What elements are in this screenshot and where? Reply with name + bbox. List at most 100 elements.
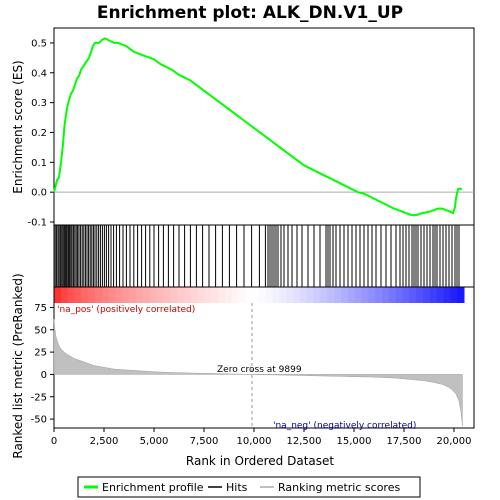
color-bar-segment: [293, 287, 301, 303]
ranked-y-axis-label: Ranked list metric (PreRanked): [11, 273, 25, 458]
color-bar-segment: [429, 287, 438, 303]
color-bar-segment: [163, 287, 171, 303]
color-bar-segment: [313, 287, 321, 303]
hits-marks: [54, 225, 460, 287]
color-bar-segment: [450, 287, 458, 303]
legend-hits-label: Hits: [226, 481, 248, 494]
color-bar-segment: [88, 287, 96, 303]
color-bar-segment: [136, 287, 144, 303]
color-bar-segment: [457, 287, 465, 303]
color-bar-segment: [416, 287, 424, 303]
color-bar-segment: [272, 287, 280, 303]
color-bar-segment: [218, 287, 226, 303]
color-bar-segment: [300, 287, 308, 303]
ranked-y-tick-label: 75: [34, 303, 47, 314]
legend-metric-label: Ranking metric scores: [278, 481, 400, 494]
x-tick-label: 17,500: [387, 436, 422, 447]
x-tick-label: 20,000: [437, 436, 472, 447]
chart-title: Enrichment plot: ALK_DN.V1_UP: [97, 3, 403, 23]
es-y-axis: 0.5 0.4 0.3 0.2 0.1 0.0 -0.1: [27, 38, 54, 229]
color-bar-segment: [354, 287, 362, 303]
es-panel: [53, 27, 475, 226]
color-bar-segment: [183, 287, 192, 303]
color-bar-segment: [122, 287, 130, 303]
color-bar-segment: [341, 287, 349, 303]
color-bar-segment: [170, 287, 178, 303]
color-bar-segment: [129, 287, 137, 303]
color-bar-segment: [101, 287, 110, 303]
color-bar-segment: [190, 287, 198, 303]
color-bar-segment: [279, 287, 287, 303]
color-bar-segment: [409, 287, 417, 303]
neg-annotation: 'na_neg' (negatively correlated): [273, 421, 416, 431]
ranked-x-axis: 0 2,500 5,000 7,500 10,000 12,500 15,000 17,500…: [51, 428, 472, 447]
color-bar-segment: [395, 287, 403, 303]
es-y-tick-label: 0.4: [31, 68, 47, 79]
color-bar-segment: [443, 287, 451, 303]
color-bar-segment: [197, 287, 205, 303]
color-bar-segment: [54, 287, 62, 303]
es-y-tick-label: -0.1: [27, 218, 47, 229]
color-bar-segment: [95, 287, 103, 303]
enrichment-profile-line: [53, 37, 463, 217]
x-tick-label: 12,500: [287, 436, 322, 447]
color-bar-segment: [142, 287, 151, 303]
hits-panel: [53, 224, 475, 288]
x-tick-label: 7,500: [190, 436, 219, 447]
color-bar-segment: [108, 287, 116, 303]
color-bar-segment: [306, 287, 315, 303]
x-tick-label: 2,500: [90, 436, 119, 447]
color-bar-segment: [231, 287, 239, 303]
x-tick-label: 0: [51, 436, 57, 447]
color-bar-segment: [402, 287, 410, 303]
color-bar-segment: [368, 287, 376, 303]
color-bar-segment: [60, 287, 69, 303]
color-bar-segment: [347, 287, 356, 303]
color-bar-segment: [375, 287, 383, 303]
x-tick-label: 15,000: [337, 436, 372, 447]
color-bar-segment: [149, 287, 157, 303]
es-y-tick-label: 0.2: [31, 128, 47, 139]
color-bar-segment: [334, 287, 342, 303]
color-bar-segment: [382, 287, 390, 303]
color-bar-segment: [115, 287, 123, 303]
legend: Enrichment profile Hits Ranking metric s…: [77, 476, 421, 498]
x-tick-label: 10,000: [237, 436, 272, 447]
color-bar-segment: [361, 287, 369, 303]
color-bar-segment: [238, 287, 246, 303]
color-bar-segment: [265, 287, 274, 303]
color-bar-segment: [177, 287, 185, 303]
ranked-y-tick-label: 50: [34, 325, 47, 336]
color-bar-segment: [245, 287, 253, 303]
color-bar-segment: [156, 287, 164, 303]
ranking-color-bar: [54, 287, 465, 303]
es-y-tick-label: 0.0: [31, 188, 47, 199]
color-bar-segment: [423, 287, 431, 303]
ranked-y-axis: 75 50 25 0 -25 -50: [31, 303, 54, 426]
zero-cross-annotation: Zero cross at 9899: [217, 365, 302, 375]
color-bar-segment: [204, 287, 212, 303]
es-y-tick-label: 0.1: [31, 158, 47, 169]
ranked-y-tick-label: 25: [34, 348, 47, 359]
color-bar-segment: [436, 287, 444, 303]
legend-profile-label: Enrichment profile: [102, 481, 204, 494]
color-bar-segment: [259, 287, 267, 303]
color-bar-segment: [67, 287, 75, 303]
ranking-metric-area: [53, 319, 463, 427]
color-bar-segment: [224, 287, 233, 303]
color-bar-segment: [286, 287, 294, 303]
color-bar-segment: [320, 287, 328, 303]
color-bar-segment: [327, 287, 335, 303]
ranked-y-tick-label: 0: [41, 370, 47, 381]
es-y-axis-label: Enrichment score (ES): [11, 60, 25, 193]
x-tick-label: 5,000: [140, 436, 169, 447]
ranked-y-tick-label: -25: [31, 392, 47, 403]
es-y-tick-label: 0.5: [31, 38, 47, 49]
color-bar-segment: [388, 287, 397, 303]
pos-annotation: 'na_pos' (positively correlated): [57, 305, 195, 315]
color-bar-segment: [211, 287, 219, 303]
color-bar-segment: [81, 287, 89, 303]
color-bar-segment: [74, 287, 82, 303]
es-y-tick-label: 0.3: [31, 98, 47, 109]
